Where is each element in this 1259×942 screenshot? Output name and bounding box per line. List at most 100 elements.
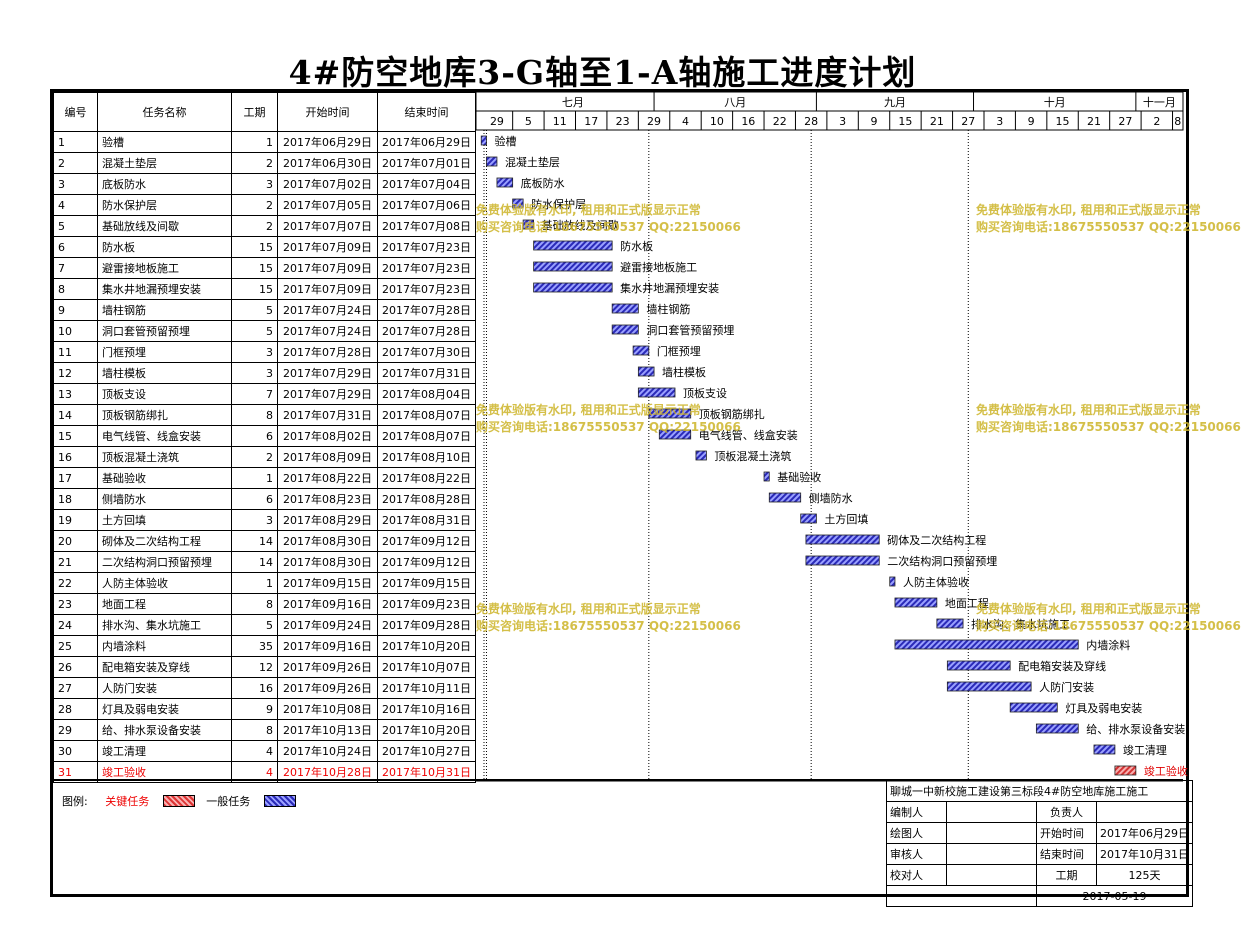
table-row: 1 验槽 1 2017年06月29日 2017年06月29日: [53, 131, 476, 153]
info-leader: 负责人: [1036, 801, 1097, 823]
cell-start: 2017年07月29日: [277, 362, 378, 384]
cell-start: 2017年09月26日: [277, 677, 378, 699]
month-label: 八月: [724, 96, 746, 109]
week-tick-label: 27: [961, 115, 975, 128]
cell-end: 2017年07月28日: [377, 320, 476, 342]
task-bar-label: 基础验收: [777, 470, 821, 484]
cell-start: 2017年08月29日: [277, 509, 378, 531]
table-row: 12 墙柱模板 3 2017年07月29日 2017年07月31日: [53, 362, 476, 384]
task-bar-label: 顶板支设: [683, 386, 727, 400]
task-bar-label: 基础放线及间歇: [542, 218, 619, 232]
info-end-label: 结束时间: [1036, 843, 1097, 865]
week-tick-label: 8: [1174, 115, 1181, 128]
task-bar-label: 验槽: [494, 134, 516, 148]
task-bar-label: 底板防水: [521, 176, 565, 190]
info-blank: [886, 885, 1037, 907]
month-label: 十月: [1044, 95, 1066, 109]
task-bar: [695, 450, 707, 461]
task-rows: 1 验槽 1 2017年06月29日 2017年06月29日 2 混凝土垫层 2 2017年06…: [53, 131, 476, 783]
cell-name: 竣工验收: [97, 761, 232, 783]
table-row: 27 人防门安装 16 2017年09月26日 2017年10月11日: [53, 677, 476, 699]
cell-end: 2017年10月20日: [377, 719, 476, 741]
task-bar-label: 土方回填: [824, 512, 868, 526]
task-bar-label: 洞口套管预留预埋: [646, 323, 734, 337]
cell-end: 2017年08月04日: [377, 383, 476, 405]
table-row: 30 竣工清理 4 2017年10月24日 2017年10月27日: [53, 740, 476, 762]
info-drawer-value: [946, 822, 1037, 844]
legend: 图例: 关键任务 一般任务: [62, 793, 304, 809]
task-bar: [611, 324, 639, 335]
task-bar-label: 防水板: [620, 239, 653, 253]
week-tick-label: 3: [839, 115, 846, 128]
cell-no: 21: [53, 551, 98, 573]
task-bar: [800, 513, 817, 524]
info-leader-value: [1095, 801, 1194, 823]
legend-normal-swatch: [263, 795, 296, 807]
task-bar-label: 顶板钢筋绑扎: [699, 407, 765, 421]
cell-no: 28: [53, 698, 98, 720]
cell-days: 12: [231, 656, 278, 678]
week-tick-label: 9: [1028, 115, 1035, 128]
info-reviewer: 审核人: [886, 843, 947, 865]
cell-days: 16: [231, 677, 278, 699]
task-bar: [805, 555, 880, 566]
task-bar-label: 给、排水泵设备安装: [1086, 722, 1185, 736]
legend-normal-label: 一般任务: [206, 795, 251, 808]
cell-end: 2017年09月12日: [377, 530, 476, 552]
info-start: 2017年06月29日: [1095, 822, 1194, 844]
task-bar: [632, 345, 650, 356]
cell-start: 2017年06月30日: [277, 152, 378, 174]
cell-end: 2017年07月04日: [377, 173, 476, 195]
task-bar: [1093, 744, 1116, 755]
legend-critical-label: 关键任务: [105, 795, 150, 808]
task-bar: [763, 471, 770, 482]
info-checker: 校对人: [886, 864, 947, 886]
cell-end: 2017年09月23日: [377, 593, 476, 615]
table-row: 2 混凝土垫层 2 2017年06月30日 2017年07月01日: [53, 152, 476, 174]
info-table: 聊城一中新校施工建设第三标段4#防空地库施工施工 编制人 负责人 绘图人 开始时间 2…: [885, 780, 1194, 907]
week-tick-label: 16: [741, 115, 755, 128]
week-tick-label: 15: [898, 115, 912, 128]
task-bar-label: 墙柱钢筋: [646, 302, 690, 316]
table-row: 31 竣工验收 4 2017年10月28日 2017年10月31日: [53, 761, 476, 783]
cell-name: 侧墙防水: [97, 488, 232, 510]
task-bar: [637, 366, 655, 377]
info-period: 125天: [1095, 864, 1194, 886]
task-bar: [522, 219, 535, 230]
table-row: 10 洞口套管预留预埋 5 2017年07月24日 2017年07月28日: [53, 320, 476, 342]
task-bar: [533, 240, 613, 251]
cell-end: 2017年07月06日: [377, 194, 476, 216]
cell-start: 2017年09月16日: [277, 593, 378, 615]
info-period-label: 工期: [1036, 864, 1097, 886]
cell-name: 竣工清理: [97, 740, 232, 762]
task-bar: [480, 135, 487, 146]
cell-name: 内墙涂料: [97, 635, 232, 657]
task-bar: [648, 408, 692, 419]
task-bar: [658, 429, 692, 440]
week-tick-label: 5: [525, 115, 532, 128]
info-end: 2017年10月31日: [1095, 843, 1194, 865]
task-bar: [805, 534, 880, 545]
week-tick-label: 21: [1087, 115, 1101, 128]
task-bar: [946, 681, 1032, 692]
info-date: 2017-05-19: [1035, 885, 1194, 907]
task-bar-label: 内墙涂料: [1086, 638, 1130, 652]
table-row: 4 防水保护层 2 2017年07月05日 2017年07月06日: [53, 194, 476, 216]
cell-start: 2017年07月24日: [277, 299, 378, 321]
task-bar-label: 顶板混凝土浇筑: [714, 449, 791, 463]
chart-frame: [50, 89, 1189, 897]
task-bar-label: 人防主体验收: [903, 575, 969, 589]
table-row: 23 地面工程 8 2017年09月16日 2017年09月23日: [53, 593, 476, 615]
task-bar: [496, 177, 514, 188]
table-row: 21 二次结构洞口预留预埋 14 2017年08月30日 2017年09月12日: [53, 551, 476, 573]
task-bar: [946, 660, 1011, 671]
task-bar-label: 竣工清理: [1123, 743, 1167, 757]
month-label: 七月: [562, 96, 584, 109]
cell-end: 2017年07月23日: [377, 236, 476, 258]
info-editor: 编制人: [886, 801, 947, 823]
table-row: 13 顶板支设 7 2017年07月29日 2017年08月04日: [53, 383, 476, 405]
week-tick-label: 3: [996, 115, 1003, 128]
cell-end: 2017年10月27日: [377, 740, 476, 762]
month-label: 九月: [884, 96, 906, 109]
cell-start: 2017年09月16日: [277, 635, 378, 657]
